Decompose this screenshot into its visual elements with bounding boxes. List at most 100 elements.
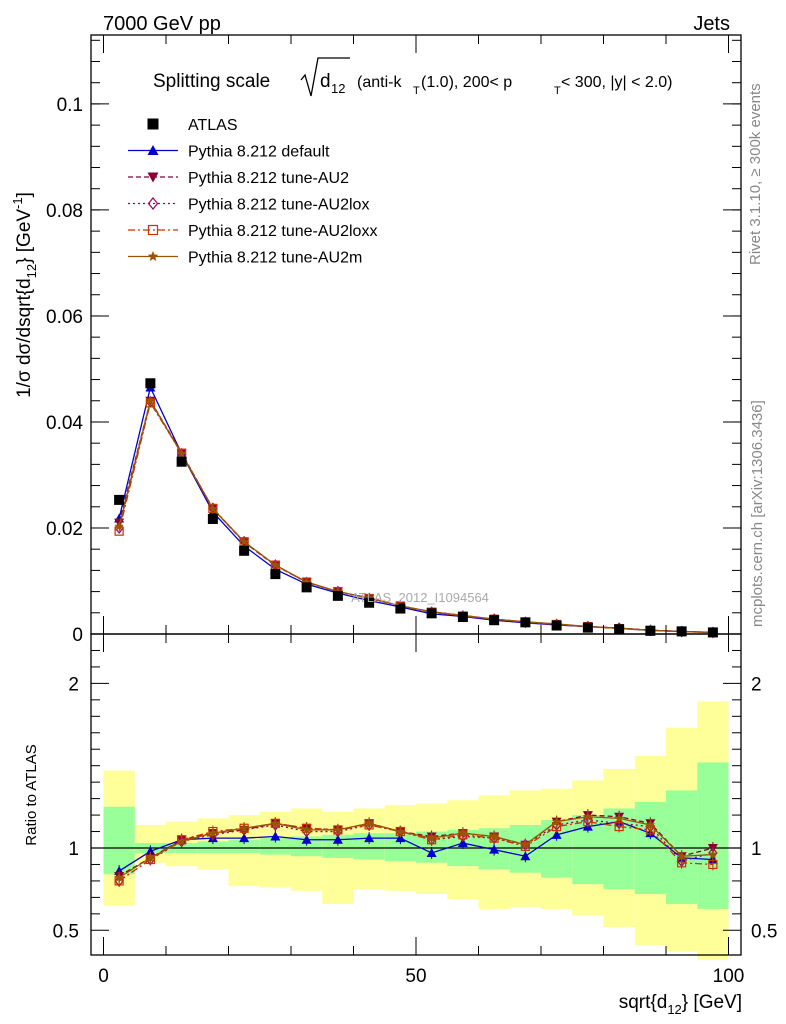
ratio-data-point xyxy=(208,828,218,838)
ratio-data-point xyxy=(676,851,687,861)
main-data-point xyxy=(582,622,593,633)
svg-text:T: T xyxy=(413,85,420,97)
main-data-point xyxy=(208,503,218,513)
legend-marker xyxy=(147,118,159,130)
main-data-point xyxy=(270,560,281,570)
ratio-y-tick-label: 0.5 xyxy=(53,921,79,942)
ratio-plot: 0.5 0.51 12 20 50 100 xyxy=(53,35,777,987)
x-tick-label: 100 xyxy=(713,966,745,987)
ratio-data-point xyxy=(426,847,437,857)
inner-uncertainty-band xyxy=(103,806,135,875)
main-series-line xyxy=(118,399,713,634)
main-data-point xyxy=(395,603,406,614)
ratio-data-point xyxy=(583,811,593,821)
title-kt-sub: T xyxy=(413,85,420,97)
ratio-data-point xyxy=(489,831,499,841)
ratio-y-tick-label-right: 2 xyxy=(751,674,762,695)
ratio-y-tick-label: 1 xyxy=(68,839,79,860)
legend-marker xyxy=(147,197,159,210)
main-data-point xyxy=(114,494,125,505)
main-data-point xyxy=(645,625,656,636)
title-paren3: < 300, |y| < 2.0) xyxy=(561,74,673,91)
main-data-point xyxy=(457,612,468,623)
ratio-data-point xyxy=(708,849,718,859)
ratio-series-line xyxy=(118,820,713,872)
inner-uncertainty-band xyxy=(228,839,260,853)
header-right: Jets xyxy=(693,13,730,35)
inner-uncertainty-band xyxy=(697,762,729,909)
legend: ATLAS Pythia 8.212 default Pythia 8.212 tu… xyxy=(128,117,377,267)
ratio-data-point xyxy=(395,833,406,843)
ratio-data-point xyxy=(614,813,624,823)
inner-uncertainty-band xyxy=(291,836,323,857)
svg-text:(anti-k: (anti-k xyxy=(357,74,402,91)
ratio-data-point xyxy=(520,839,531,849)
legend-label: Pythia 8.212 tune-AU2loxx xyxy=(188,223,377,240)
legend-label: Pythia 8.212 default xyxy=(188,144,330,161)
ratio-data-point xyxy=(239,833,250,843)
main-data-point xyxy=(301,582,312,593)
inner-uncertainty-band xyxy=(259,838,291,855)
title-var-sub: 12 xyxy=(331,81,345,96)
ratio-y-tick-label-right: 0.5 xyxy=(751,921,777,942)
main-y-tick-label: 0.06 xyxy=(46,307,83,328)
ratio-data-point xyxy=(645,819,656,829)
inner-uncertainty-band xyxy=(322,834,354,858)
svg-text:Splitting scale: Splitting scale xyxy=(153,71,270,92)
ratio-data-point xyxy=(551,829,562,839)
ratio-data-point xyxy=(145,852,156,862)
main-data-point xyxy=(676,626,687,637)
main-y-tick-label: 0.02 xyxy=(46,519,83,540)
ratio-data-point xyxy=(114,872,124,882)
ratio-data-point xyxy=(489,844,500,854)
main-data-point xyxy=(551,620,562,631)
legend-marker xyxy=(147,224,159,236)
sqrt-symbol xyxy=(300,57,350,97)
plot-title: Splitting scale d 12 (anti-k T (1.0), 20… xyxy=(153,57,673,97)
main-data-point xyxy=(239,545,250,556)
ratio-plot-frame xyxy=(90,633,742,956)
main-data-point xyxy=(364,597,375,608)
ratio-series-line xyxy=(118,816,713,879)
title-paren1: (anti-k xyxy=(357,74,402,91)
title-main: Splitting scale xyxy=(153,71,270,92)
ratio-data-point xyxy=(551,816,562,826)
ratio-data-point xyxy=(457,838,468,848)
main-y-tick-label: 0.04 xyxy=(46,413,83,434)
legend-label: Pythia 8.212 tune-AU2lox xyxy=(188,197,369,214)
svg-text:(1.0), 200< p: (1.0), 200< p xyxy=(421,74,512,91)
main-data-point xyxy=(270,569,281,580)
main-y-label: 1/σ dσ/dsqrt{d12} [GeV-1] xyxy=(10,192,39,398)
main-y-tick-label: 0.1 xyxy=(57,95,83,116)
ratio-data-point xyxy=(239,823,249,833)
rivet-label: Rivet 3.1.10, ≥ 300k events xyxy=(747,83,764,265)
ratio-y-tick-label: 2 xyxy=(68,674,79,695)
legend-marker xyxy=(147,251,159,261)
title-var: d xyxy=(320,71,331,92)
ratio-data-point xyxy=(332,834,343,844)
ratio-data-point xyxy=(270,831,281,841)
ratio-data-point xyxy=(364,833,375,843)
ratio-data-point xyxy=(364,818,374,828)
main-data-point xyxy=(489,615,500,626)
legend-marker xyxy=(147,145,159,155)
main-data-point xyxy=(520,617,531,628)
main-data-point xyxy=(207,513,218,524)
main-data-point xyxy=(176,448,187,458)
ratio-y-tick-label-right: 1 xyxy=(751,839,762,860)
ratio-data-point xyxy=(458,828,468,838)
header-left: 7000 GeV pp xyxy=(103,13,221,35)
main-data-point xyxy=(208,502,218,515)
ratio-data-point xyxy=(270,818,281,828)
x-tick-label: 50 xyxy=(405,966,426,987)
ratio-data-point xyxy=(520,851,531,861)
legend-marker xyxy=(147,172,159,183)
main-data-point xyxy=(426,608,437,619)
ratio-data-point xyxy=(301,834,312,844)
svg-text:12: 12 xyxy=(331,81,345,96)
main-data-point xyxy=(707,627,718,638)
x-tick-label: 0 xyxy=(98,966,109,987)
analysis-watermark: ATLAS_2012_I1094564 xyxy=(351,590,489,605)
main-plot: 0 0.02 0.04 0.06 0.08 0.1 xyxy=(46,34,742,646)
